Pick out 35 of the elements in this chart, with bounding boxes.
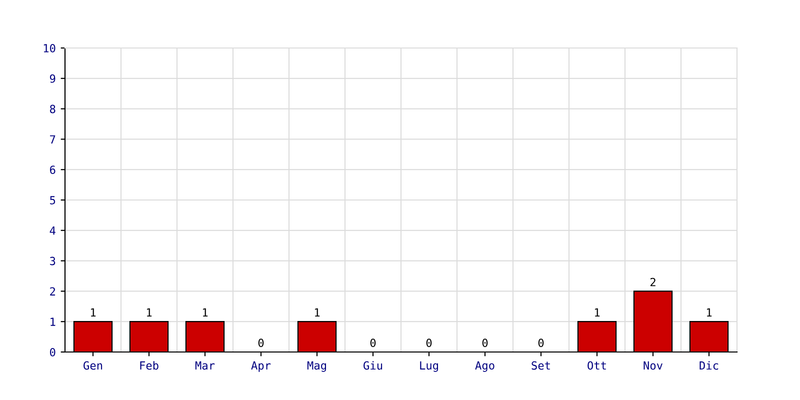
x-tick-label: Ott <box>588 361 606 370</box>
x-tick-label: Nov <box>644 361 662 370</box>
y-tick-label: 2 <box>50 287 56 296</box>
x-tick-label: Dic <box>700 361 718 370</box>
x-tick-label: Mar <box>195 361 215 370</box>
data-label: 0 <box>370 338 376 348</box>
x-tick-label: Set <box>532 361 550 370</box>
y-tick-label: 10 <box>44 44 56 52</box>
y-tick-label: 0 <box>50 348 56 356</box>
x-tick-label: Ago <box>475 361 494 372</box>
data-label: 0 <box>538 338 544 348</box>
x-tick-label: Feb <box>140 361 158 370</box>
data-label: 1 <box>202 308 208 317</box>
x-tick-label: Mag <box>307 361 326 372</box>
y-tick-label: 6 <box>50 166 56 174</box>
x-tick-label: Lug <box>420 361 438 372</box>
y-tick-label: 5 <box>50 196 56 204</box>
data-label: 2 <box>650 278 656 286</box>
data-label: 0 <box>482 338 488 348</box>
data-label: 1 <box>146 308 152 317</box>
x-tick-label: Apr <box>251 361 271 372</box>
data-label: 1 <box>706 308 712 317</box>
y-tick-label: 3 <box>50 256 56 266</box>
y-tick-label: 4 <box>50 226 56 235</box>
y-tick-label: 1 <box>50 318 56 326</box>
data-label: 1 <box>594 308 600 317</box>
x-tick-label: Giu <box>364 361 382 370</box>
data-label: 1 <box>314 308 320 317</box>
x-tick-label: Gen <box>84 361 102 370</box>
data-label: 1 <box>90 308 96 317</box>
y-tick-label: 7 <box>50 135 56 144</box>
data-label: 0 <box>258 338 264 348</box>
y-tick-label: 9 <box>50 74 56 83</box>
y-tick-label: 8 <box>50 104 56 114</box>
data-label: 0 <box>426 338 432 348</box>
